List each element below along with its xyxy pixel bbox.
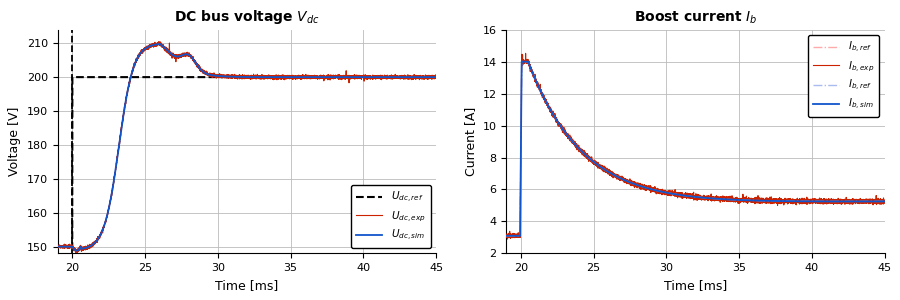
$I_{b,ref}$ <box>802 200 813 203</box>
$I_{b,sim}$ <box>517 60 527 63</box>
$U_{dc,sim}$ <box>333 75 344 79</box>
$I_{b,ref}$ <box>724 198 735 201</box>
$U_{dc,ref}$ <box>189 75 200 79</box>
$I_{b,sim}$ <box>879 200 890 203</box>
$U_{dc,ref}$ <box>353 75 364 79</box>
$U_{dc,sim}$ <box>71 249 82 253</box>
$I_{b,ref}$ <box>520 59 531 63</box>
$I_{b,exp}$ <box>879 199 890 202</box>
$U_{dc,sim}$ <box>292 75 303 79</box>
$I_{b,ref}$ <box>879 200 890 203</box>
$I_{b,exp}$ <box>802 202 813 205</box>
$U_{dc,exp}$ <box>333 76 344 79</box>
Legend: $U_{dc,ref}$, $U_{dc,exp}$, $U_{dc,sim}$: $U_{dc,ref}$, $U_{dc,exp}$, $U_{dc,sim}$ <box>351 185 431 248</box>
$U_{dc,exp}$ <box>292 75 303 78</box>
$I_{b,exp}$ <box>742 198 752 202</box>
$U_{dc,ref}$ <box>430 75 441 79</box>
$I_{b,ref}$ <box>742 199 752 202</box>
Line: $U_{dc,sim}$: $U_{dc,sim}$ <box>58 44 436 251</box>
$I_{b,sim}$ <box>802 200 813 203</box>
Line: $I_{b,sim}$: $I_{b,sim}$ <box>507 61 885 236</box>
$I_{b,ref}$ <box>781 199 792 203</box>
Title: Boost current $I_{b}$: Boost current $I_{b}$ <box>634 9 757 26</box>
$I_{b,sim}$ <box>638 185 649 189</box>
Y-axis label: Voltage [V]: Voltage [V] <box>8 107 22 176</box>
$I_{b,exp}$ <box>781 199 792 202</box>
Line: $U_{dc,ref}$: $U_{dc,ref}$ <box>58 77 436 247</box>
Line: $U_{dc,exp}$: $U_{dc,exp}$ <box>58 42 436 253</box>
$I_{b,sim}$ <box>520 60 531 63</box>
$I_{b,ref}$ <box>501 234 512 237</box>
$U_{dc,sim}$ <box>52 245 63 248</box>
$U_{dc,exp}$ <box>71 248 82 252</box>
$I_{b,ref}$ <box>802 200 813 203</box>
$U_{dc,sim}$ <box>353 75 364 79</box>
$I_{b,ref}$ <box>638 185 649 189</box>
$I_{b,ref}$ <box>638 185 649 189</box>
$I_{b,sim}$ <box>501 234 512 238</box>
$U_{dc,sim}$ <box>154 42 165 46</box>
$I_{b,ref}$ <box>501 234 512 238</box>
$I_{b,exp}$ <box>520 52 531 55</box>
$I_{b,sim}$ <box>781 199 792 203</box>
$I_{b,ref}$ <box>520 60 531 63</box>
X-axis label: Time [ms]: Time [ms] <box>664 279 727 292</box>
$U_{dc,exp}$ <box>430 75 441 79</box>
Legend: $I_{b,ref}$, $I_{b,exp}$, $I_{b,ref}$, $I_{b,sim}$: $I_{b,ref}$, $I_{b,exp}$, $I_{b,ref}$, $… <box>808 35 879 118</box>
$U_{dc,exp}$ <box>72 251 83 254</box>
X-axis label: Time [ms]: Time [ms] <box>215 279 278 292</box>
$I_{b,exp}$ <box>502 237 513 241</box>
Line: $I_{b,exp}$: $I_{b,exp}$ <box>507 53 885 239</box>
$I_{b,exp}$ <box>724 198 735 202</box>
$U_{dc,ref}$ <box>67 75 77 79</box>
$I_{b,exp}$ <box>638 186 649 190</box>
$I_{b,ref}$ <box>724 198 735 201</box>
$U_{dc,exp}$ <box>52 244 63 248</box>
$I_{b,ref}$ <box>517 60 527 63</box>
$U_{dc,exp}$ <box>276 75 287 79</box>
$U_{dc,sim}$ <box>430 75 441 79</box>
$U_{dc,ref}$ <box>333 75 344 79</box>
$I_{b,ref}$ <box>879 200 890 203</box>
$I_{b,sim}$ <box>742 199 752 202</box>
$U_{dc,sim}$ <box>189 60 200 63</box>
$U_{dc,ref}$ <box>52 245 63 248</box>
$I_{b,exp}$ <box>520 58 531 62</box>
$U_{dc,sim}$ <box>71 249 82 253</box>
$U_{dc,sim}$ <box>276 75 287 79</box>
Y-axis label: Current [A]: Current [A] <box>464 107 477 176</box>
$U_{dc,exp}$ <box>189 61 200 64</box>
$I_{b,ref}$ <box>510 234 521 238</box>
$U_{dc,ref}$ <box>276 75 287 79</box>
$I_{b,ref}$ <box>520 59 531 63</box>
$U_{dc,exp}$ <box>353 76 364 80</box>
$U_{dc,exp}$ <box>154 40 165 44</box>
Title: DC bus voltage $V_{dc}$: DC bus voltage $V_{dc}$ <box>174 8 320 26</box>
$I_{b,ref}$ <box>781 199 792 203</box>
$U_{dc,ref}$ <box>71 75 82 79</box>
Line: $I_{b,ref}$: $I_{b,ref}$ <box>507 61 885 236</box>
Line: $I_{b,ref}$: $I_{b,ref}$ <box>507 61 885 236</box>
$U_{dc,ref}$ <box>292 75 303 79</box>
$I_{b,exp}$ <box>501 232 512 236</box>
$I_{b,ref}$ <box>742 198 752 202</box>
$I_{b,sim}$ <box>724 198 735 201</box>
